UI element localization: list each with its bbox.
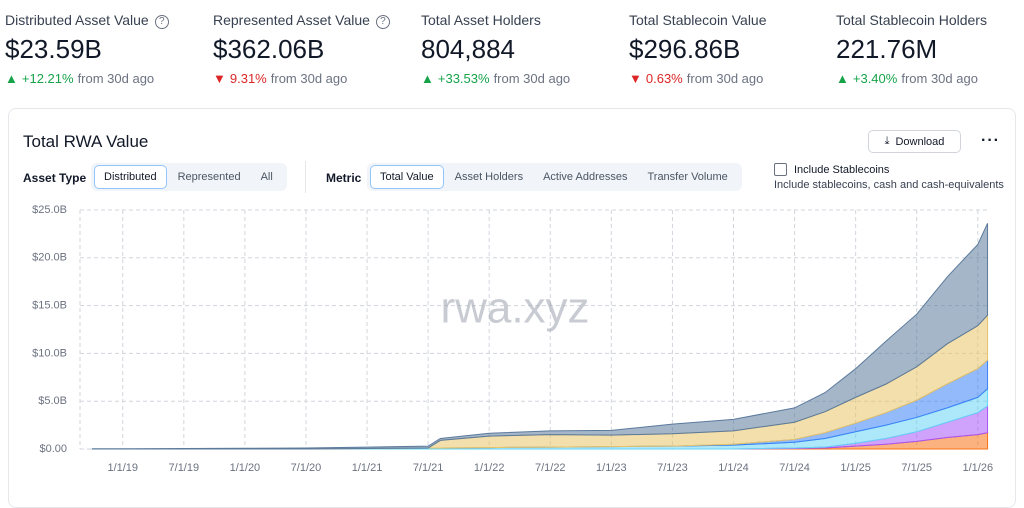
change-period: from 30d ago [686, 71, 764, 86]
x-tick-label: 7/1/20 [291, 462, 322, 474]
stat-label: Total Stablecoin Value [629, 12, 767, 28]
help-icon[interactable]: ? [375, 15, 390, 29]
change-arrow: ▲ [5, 71, 18, 86]
stat-change-row: ▼ 9.31% from 30d ago [213, 71, 347, 86]
change-arrow: ▼ [213, 71, 226, 86]
stablecoin-checkbox[interactable] [774, 163, 787, 176]
change-value: +12.21% [21, 71, 74, 86]
toggle-option[interactable]: Distributed [94, 165, 167, 189]
stat-change-row: ▲ +33.53% from 30d ago [421, 71, 570, 86]
stat-label: Total Asset Holders [421, 12, 541, 28]
y-tick-label: $10.0B [32, 347, 67, 359]
stat-label-row: Total Asset Holders [421, 12, 541, 28]
stat-change-row: ▲ +3.40% from 30d ago [836, 71, 978, 86]
toggle-option[interactable]: Total Value [370, 165, 444, 189]
change-period: from 30d ago [270, 71, 348, 86]
stablecoin-note: Include stablecoins, cash and cash-equiv… [774, 179, 1004, 191]
chart: rwa.xyz $0.00 $5.0B $10.0B $15.0B $20.0B $25.… [32, 204, 993, 474]
stat-change-row: ▲ +12.21% from 30d ago [5, 71, 154, 86]
asset-type-toggle: Distributed Represented All [91, 163, 287, 191]
x-tick-label: 7/1/19 [169, 462, 200, 474]
y-tick-label: $20.0B [32, 252, 67, 264]
change-period: from 30d ago [493, 71, 571, 86]
page: Distributed Asset Value? $23.59B ▲ +12.21% f… [5, 12, 1016, 508]
stablecoin-label: Include Stablecoins [794, 164, 890, 176]
metric-toggle: Total Value Asset Holders Active Addresses… [367, 163, 742, 191]
x-tick-label: 1/1/26 [962, 462, 993, 474]
x-tick-label: 7/1/25 [901, 462, 932, 474]
x-tick-label: 1/1/23 [596, 462, 627, 474]
stat-label: Total Stablecoin Holders [836, 12, 987, 28]
stat-value: $23.59B [5, 34, 102, 64]
change-period: from 30d ago [77, 71, 155, 86]
toggle-option[interactable]: Asset Holders [454, 171, 524, 183]
change-arrow: ▲ [836, 71, 849, 86]
x-tick-label: 1/1/21 [352, 462, 383, 474]
watermark: rwa.xyz [440, 284, 589, 333]
toggle-option[interactable]: Transfer Volume [647, 171, 728, 183]
change-value: 9.31% [229, 71, 267, 86]
stat-label-row: Total Stablecoin Value [629, 12, 767, 28]
y-tick-label: $5.0B [38, 395, 67, 407]
x-tick-label: 1/1/25 [840, 462, 871, 474]
change-period: from 30d ago [901, 71, 978, 86]
asset-type-label: Asset Type [23, 171, 87, 185]
area [91, 223, 989, 450]
more-menu[interactable]: ··· [981, 132, 1000, 149]
stat-label: Represented Asset Value [213, 12, 370, 28]
x-tick-label: 7/1/21 [413, 462, 444, 474]
x-tick-label: 1/1/22 [474, 462, 505, 474]
change-value: +33.53% [437, 71, 490, 86]
stat-label: Distributed Asset Value [5, 12, 149, 28]
y-tick-label: $0.00 [39, 443, 67, 455]
divider [305, 161, 306, 193]
toggle-option[interactable]: All [260, 171, 273, 183]
x-tick-label: 1/1/19 [107, 462, 138, 474]
stat-value: $362.06B [213, 34, 325, 64]
y-tick-label: $15.0B [32, 300, 67, 312]
x-tick-label: 1/1/24 [718, 462, 749, 474]
x-tick-label: 7/1/24 [779, 462, 810, 474]
x-tick-label: 7/1/23 [657, 462, 688, 474]
stat-value: 221.76M [836, 34, 938, 64]
panel-title: Total RWA Value [23, 132, 149, 151]
y-tick-label: $25.0B [32, 204, 67, 216]
download-label: Download [895, 135, 945, 148]
stat-change-row: ▼ 0.63% from 30d ago [629, 71, 763, 86]
help-icon[interactable]: ? [154, 15, 169, 29]
stat-label-row: Total Stablecoin Holders [836, 12, 987, 28]
change-arrow: ▲ [421, 71, 434, 86]
stat-value: 804,884 [421, 34, 515, 64]
toggle-option[interactable]: Active Addresses [543, 171, 628, 183]
change-value: +3.40% [852, 71, 898, 86]
x-tick-label: 7/1/22 [535, 462, 566, 474]
change-arrow: ▼ [629, 71, 642, 86]
change-value: 0.63% [645, 71, 683, 86]
metric-label: Metric [326, 171, 362, 185]
stat-label-row: Represented Asset Value? [213, 12, 390, 29]
x-tick-label: 1/1/20 [230, 462, 261, 474]
toggle-option[interactable]: Represented [177, 171, 241, 183]
stat-value: $296.86B [629, 34, 741, 64]
download-button[interactable]: ⤓ Download [868, 130, 961, 153]
stat-label-row: Distributed Asset Value? [5, 12, 169, 29]
